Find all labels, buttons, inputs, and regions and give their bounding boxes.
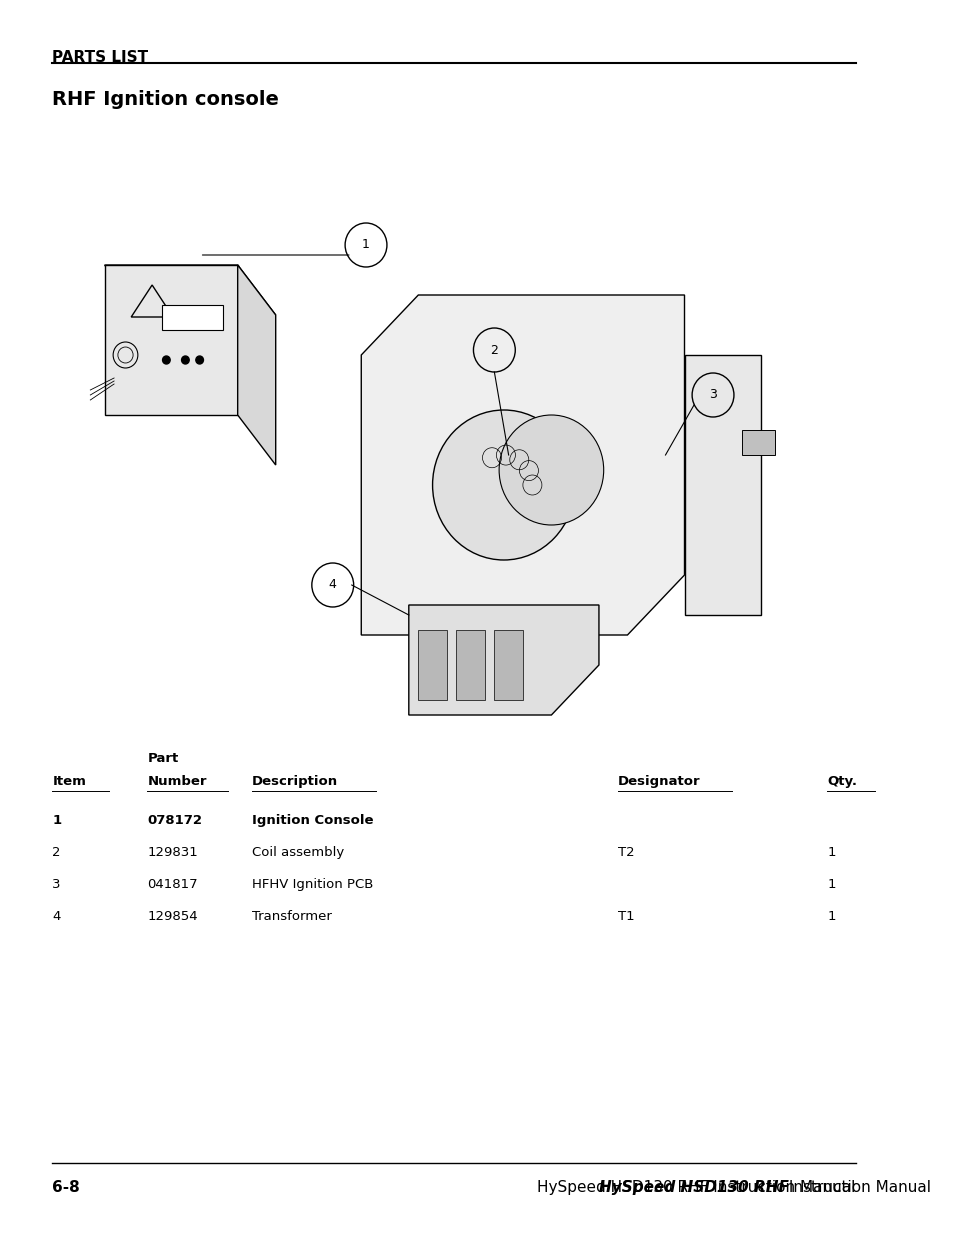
Text: 1: 1 <box>826 910 835 923</box>
Text: 129831: 129831 <box>147 846 198 860</box>
Text: Part: Part <box>147 752 178 764</box>
Text: Number: Number <box>147 776 207 788</box>
Text: 078172: 078172 <box>147 814 202 827</box>
Text: 2: 2 <box>52 846 61 860</box>
Text: T2: T2 <box>618 846 634 860</box>
Circle shape <box>181 356 189 364</box>
Text: T1: T1 <box>618 910 634 923</box>
Circle shape <box>195 356 203 364</box>
Bar <box>456 630 484 700</box>
Text: Description: Description <box>252 776 337 788</box>
Text: HFHV Ignition PCB: HFHV Ignition PCB <box>252 878 373 890</box>
Text: Instruction Manual: Instruction Manual <box>783 1179 930 1195</box>
Polygon shape <box>684 354 760 615</box>
Circle shape <box>432 410 575 559</box>
Text: 2: 2 <box>490 343 497 357</box>
Text: Item: Item <box>52 776 86 788</box>
Text: Coil assembly: Coil assembly <box>252 846 344 860</box>
Text: RHF Ignition console: RHF Ignition console <box>52 90 279 109</box>
Polygon shape <box>105 266 275 315</box>
Text: 4: 4 <box>52 910 61 923</box>
Text: 1: 1 <box>52 814 61 827</box>
Text: Ignition Console: Ignition Console <box>252 814 373 827</box>
Text: 1: 1 <box>826 878 835 890</box>
Bar <box>494 630 522 700</box>
Polygon shape <box>105 266 237 415</box>
Text: 6-8: 6-8 <box>52 1179 80 1195</box>
Text: Qty.: Qty. <box>826 776 856 788</box>
Bar <box>740 430 774 454</box>
Text: 129854: 129854 <box>147 910 198 923</box>
Text: HySpeed HSD130 RHF Instruction Manual: HySpeed HSD130 RHF Instruction Manual <box>537 1179 855 1195</box>
Text: 3: 3 <box>708 389 717 401</box>
Polygon shape <box>237 266 275 466</box>
Polygon shape <box>361 295 684 635</box>
Bar <box>161 305 223 330</box>
Text: 1: 1 <box>826 846 835 860</box>
Bar <box>417 630 446 700</box>
Text: Designator: Designator <box>618 776 700 788</box>
Text: HySpeed HSD130 RHF: HySpeed HSD130 RHF <box>598 1179 788 1195</box>
Text: 4: 4 <box>329 578 336 592</box>
Text: 1: 1 <box>362 238 370 252</box>
Circle shape <box>498 415 603 525</box>
Text: 041817: 041817 <box>147 878 198 890</box>
Polygon shape <box>409 605 598 715</box>
Circle shape <box>162 356 170 364</box>
Text: 3: 3 <box>52 878 61 890</box>
Text: PARTS LIST: PARTS LIST <box>52 49 149 65</box>
Text: Transformer: Transformer <box>252 910 332 923</box>
